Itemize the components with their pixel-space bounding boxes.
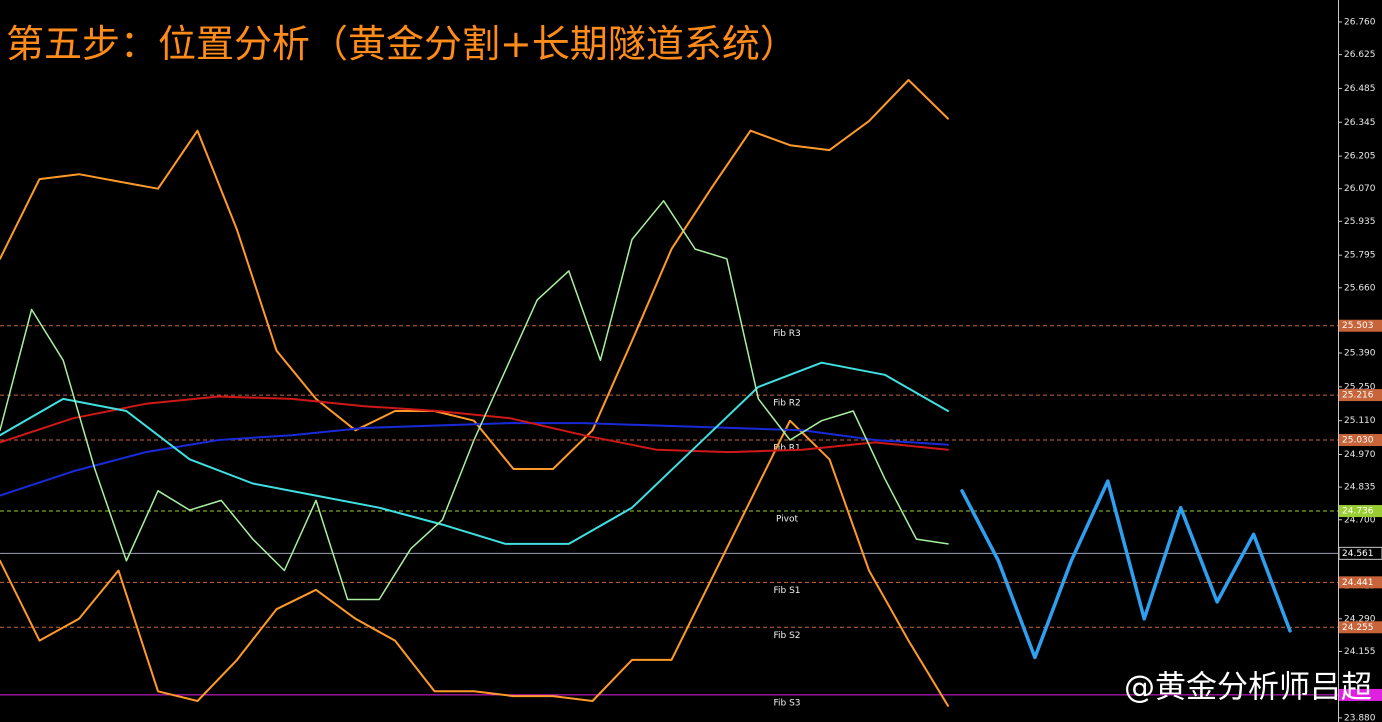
price-axis-labels: 26.760 26.625 26.485 26.345 26.205 26.070 25.9… xyxy=(1338,17,1382,722)
plot-area: Fib R3 Fib R2 Fib R1 Pivot Fib S1 Fib S2 Fib S… xyxy=(0,79,1338,708)
level-name: Fib R2 xyxy=(773,399,801,409)
level-box xyxy=(1339,688,1382,701)
y-tick-label: 25.795 xyxy=(1344,251,1376,261)
level-value-label: 25.030 xyxy=(1342,436,1374,446)
level-value-label: 24.736 xyxy=(1342,507,1374,517)
level-name: Fib S1 xyxy=(773,586,800,596)
y-tick-label: 25.110 xyxy=(1344,416,1376,426)
y-tick-label: 23.880 xyxy=(1344,713,1376,722)
level-box xyxy=(1338,546,1382,560)
series-line xyxy=(0,79,949,470)
series-line xyxy=(0,422,949,497)
y-tick-label: 26.205 xyxy=(1344,152,1376,162)
chart-title: 第五步：位置分析（黄金分割+长期隧道系统） xyxy=(6,22,798,66)
y-tick-label: 26.070 xyxy=(1344,184,1376,194)
level-box xyxy=(1339,576,1382,589)
y-tick-label: 24.835 xyxy=(1344,483,1376,493)
level-box xyxy=(1339,319,1382,332)
series-line xyxy=(0,200,949,601)
y-tick-label: 25.660 xyxy=(1344,283,1376,293)
watermark: @黄金分析师吕超 xyxy=(1124,670,1372,706)
y-tick-label: 24.970 xyxy=(1344,450,1376,460)
level-value-label: 25.503 xyxy=(1342,321,1374,331)
y-tick-label: 26.625 xyxy=(1344,50,1376,60)
series-line xyxy=(960,479,1292,660)
level-box xyxy=(1339,621,1382,634)
level-name: Fib S3 xyxy=(773,698,800,708)
level-value-label: 24.255 xyxy=(1342,623,1374,633)
y-tick-label: 24.290 xyxy=(1344,614,1376,624)
series-line xyxy=(0,361,949,545)
level-value-label: 24.561 xyxy=(1342,549,1374,559)
level-name: Pivot xyxy=(776,515,799,525)
level-box xyxy=(1339,505,1382,518)
level-value-label: 24.441 xyxy=(1342,578,1374,588)
level-name: Fib R3 xyxy=(773,329,801,339)
y-tick-label: 26.485 xyxy=(1344,84,1376,94)
y-tick-label: 26.760 xyxy=(1344,17,1376,27)
y-tick-label: 25.390 xyxy=(1344,349,1376,359)
level-name: Fib R1 xyxy=(773,444,801,454)
y-tick-label: 24.155 xyxy=(1344,647,1376,657)
y-tick-label: 26.345 xyxy=(1344,118,1376,128)
level-value-label: 25.216 xyxy=(1342,391,1374,401)
level-box xyxy=(1339,389,1382,402)
series-line xyxy=(0,395,949,454)
level-name: Fib S2 xyxy=(773,631,800,641)
y-tick-label: 25.250 xyxy=(1344,382,1376,392)
y-tick-label: 25.935 xyxy=(1344,217,1376,227)
series-line xyxy=(0,419,949,707)
level-box xyxy=(1339,434,1382,447)
y-tick-label: 24.700 xyxy=(1344,515,1376,525)
